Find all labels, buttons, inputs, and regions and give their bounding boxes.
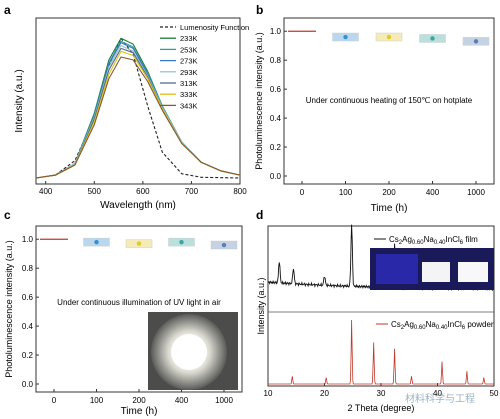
svg-text:Cs2Ag0.60Na0.40InCl6 film: Cs2Ag0.60Na0.40InCl6 film <box>389 235 478 246</box>
panel-b-ytick-label: 1.0 <box>270 27 282 36</box>
panel-d-xtick-label: 10 <box>264 389 273 398</box>
panel-d-ylabel: Intensity (a.u.) <box>256 277 266 334</box>
panel-a-lines <box>35 37 241 179</box>
panel-b-xtick-label: 1000 <box>467 188 485 197</box>
panel-d-legend-film: Cs2Ag0.60Na0.40InCl6 film <box>374 235 478 246</box>
panel-b-yticks: 0.0 0.2 0.4 0.6 0.8 1.0 <box>270 27 287 181</box>
panel-c-xtick-label: 0 <box>52 396 57 405</box>
panel-c-ylabel: Photoluminescence intensity (a.u.) <box>4 240 14 378</box>
panel-c-point <box>136 241 142 246</box>
panel-c: c 0.0 0.2 0.4 0.6 0.8 1.0 0 100 200 400 1000 Unde… <box>4 208 243 417</box>
panel-c-xlabel: Time (h) <box>121 406 158 417</box>
panel-c-yticks: 0.0 0.2 0.4 0.6 0.8 1.0 <box>22 235 39 389</box>
panel-c-xticks: 0 100 200 400 1000 <box>52 389 233 405</box>
panel-a-xtick-label: 800 <box>233 187 247 196</box>
panel-c-ytick-label: 0.0 <box>22 380 34 389</box>
panel-c-ytick-label: 0.4 <box>22 322 34 331</box>
panel-a-legend-label: 233K <box>180 34 198 43</box>
panel-a: a 400 500 600 700 800 Lumenosity Function 233… <box>4 3 249 211</box>
panel-c-xtick-label: 200 <box>132 396 146 405</box>
panel-a-xtick-label: 700 <box>185 187 199 196</box>
panel-b: b 0.0 0.2 0.4 0.6 0.8 1.0 0 100 200 400 1000 Unde… <box>254 3 495 214</box>
panel-a-series-line <box>35 44 241 179</box>
panel-a-legend-label: 313K <box>180 79 198 88</box>
panel-d-xtick-label: 20 <box>320 389 329 398</box>
panel-c-ytick-label: 0.6 <box>22 293 34 302</box>
panel-b-ytick-label: 0.8 <box>270 56 282 65</box>
panel-b-ytick-label: 0.6 <box>270 85 282 94</box>
panel-b-xlabel: Time (h) <box>371 203 408 214</box>
panel-d-label: d <box>256 208 263 222</box>
panel-b-point <box>473 39 479 44</box>
panel-c-inset-photo <box>148 312 238 390</box>
panel-d-xtick-label: 30 <box>377 389 386 398</box>
panel-c-point <box>221 242 227 248</box>
panel-b-ytick-label: 0.0 <box>270 172 282 181</box>
panel-c-point <box>179 239 184 245</box>
panel-d-inset-photo <box>370 248 494 290</box>
panel-a-legend-label: Lumenosity Function <box>180 23 249 32</box>
panel-c-xtick-label: 1000 <box>215 396 233 405</box>
watermark: 材料科学与工程 <box>405 392 475 405</box>
panel-d-legend-powder: Cs2Ag0.60Na0.40InCl6 powder <box>376 320 494 331</box>
panel-a-xtick-label: 400 <box>39 187 53 196</box>
panel-b-marks <box>288 30 490 46</box>
panel-b-ytick-label: 0.2 <box>270 143 282 152</box>
panel-c-ytick-label: 1.0 <box>22 235 34 244</box>
panel-c-xtick-label: 100 <box>90 396 104 405</box>
panel-a-xtick-label: 500 <box>88 187 102 196</box>
panel-b-xtick-label: 100 <box>339 188 353 197</box>
panel-a-plot-frame <box>35 17 241 185</box>
panel-a-legend-label: 333K <box>180 90 198 99</box>
panel-c-marks <box>40 237 238 250</box>
panel-b-point <box>430 36 435 41</box>
panel-a-legend-label: 273K <box>180 57 198 66</box>
panel-b-ylabel: Photoluminescence intensity (a.u.) <box>254 32 264 170</box>
panel-a-xtick-label: 600 <box>136 187 150 196</box>
panel-b-label: b <box>256 3 263 17</box>
panel-c-point <box>94 239 99 245</box>
panel-b-point <box>386 34 392 40</box>
panel-c-xtick-label: 400 <box>175 396 189 405</box>
svg-text:Cs2Ag0.60Na0.40InCl6 powder: Cs2Ag0.60Na0.40InCl6 powder <box>391 320 494 331</box>
panel-a-legend-label: 253K <box>180 45 198 54</box>
panel-b-ytick-label: 0.4 <box>270 114 282 123</box>
panel-d-xticks: 10 20 30 40 50 <box>264 383 499 398</box>
panel-a-legend-label: 343K <box>180 101 198 110</box>
panel-a-xticks: 400 500 600 700 800 <box>39 181 247 196</box>
panel-b-annotation: Under continuous heating of 150℃ on hotp… <box>306 96 473 105</box>
panel-d-xlabel: 2 Theta (degree) <box>348 403 415 413</box>
panel-d: d 10 20 30 40 50 Cs2Ag0.60Na0.40InCl6 film C… <box>256 208 499 413</box>
panel-d-xtick-label: 50 <box>490 389 499 398</box>
panel-a-legend-label: 293K <box>180 68 198 77</box>
panel-c-ytick-label: 0.2 <box>22 351 34 360</box>
panel-b-xtick-label: 0 <box>300 188 305 197</box>
panel-c-ytick-label: 0.8 <box>22 264 34 273</box>
panel-b-point <box>343 34 348 40</box>
panel-a-legend: Lumenosity Function 233K 253K 273K 293K 313K 3… <box>160 23 249 110</box>
panel-b-xtick-label: 400 <box>426 188 440 197</box>
panel-a-xlabel: Wavelength (nm) <box>100 200 176 211</box>
panel-a-ylabel: Intensity (a.u.) <box>14 69 25 132</box>
panel-a-series-line <box>35 56 241 179</box>
panel-b-xticks: 0 100 200 400 1000 <box>300 181 485 197</box>
panel-c-label: c <box>4 208 11 222</box>
panel-d-xtick-label: 40 <box>433 389 442 398</box>
panel-a-label: a <box>4 3 11 17</box>
panel-b-xtick-label: 200 <box>382 188 396 197</box>
panel-c-annotation: Under continuous illumination of UV ligh… <box>57 298 221 307</box>
panel-d-series-line <box>268 319 494 385</box>
